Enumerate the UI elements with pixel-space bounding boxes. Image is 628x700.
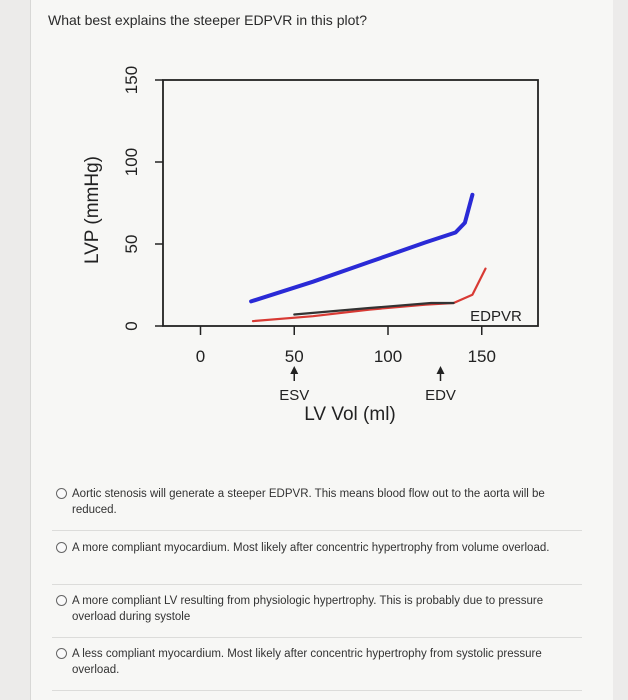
y-axis-ticks: 150 100 50 0: [122, 66, 163, 331]
series-line-3: [293, 301, 455, 316]
answer-option-4-text: A less compliant myocardium. Most likely…: [72, 648, 542, 676]
answer-option-1[interactable]: Aortic stenosis will generate a steeper …: [52, 486, 582, 518]
answer-option-3-text: A more compliant LV resulting from physi…: [72, 595, 544, 623]
pv-loop-chart: 150 100 50 0 0 50 100 150 ESV EDV LVP (mmHg) LV…: [82, 66, 539, 425]
question-card: [30, 0, 613, 700]
edpvr-curve-label: EDPVR: [470, 308, 522, 325]
x-axis-ticks: 0 50 100 150: [196, 326, 496, 366]
plot-frame: [162, 79, 539, 327]
radio-button-option-4[interactable]: [56, 648, 67, 659]
series-line-1: [249, 192, 475, 304]
volume-markers: ESV EDV: [279, 366, 456, 404]
x-axis-label: LV Vol (ml): [304, 404, 396, 425]
radio-button-option-3[interactable]: [56, 595, 67, 606]
series-lines: [249, 192, 487, 323]
radio-button-option-1[interactable]: [56, 488, 67, 499]
answer-option-2[interactable]: A more compliant myocardium. Most likely…: [52, 540, 582, 556]
option-divider: [52, 584, 582, 585]
option-divider: [52, 637, 582, 638]
y-axis-label: LVP (mmHg): [82, 156, 103, 264]
y-tick-label: 100: [122, 148, 141, 176]
marker-label-esv: ESV: [279, 387, 309, 404]
option-divider: [52, 690, 582, 691]
series-line-2: [251, 267, 487, 323]
marker-arrow-head: [290, 366, 299, 374]
answer-option-4[interactable]: A less compliant myocardium. Most likely…: [52, 646, 582, 678]
x-tick-label: 50: [285, 347, 304, 366]
y-tick-label: 50: [122, 235, 141, 254]
answer-option-1-text: Aortic stenosis will generate a steeper …: [72, 488, 545, 516]
marker-label-edv: EDV: [425, 387, 456, 404]
y-tick-label: 150: [122, 66, 141, 94]
radio-button-option-2[interactable]: [56, 542, 67, 553]
marker-arrow-head: [436, 366, 445, 374]
x-tick-label: 0: [196, 347, 205, 366]
x-tick-label: 150: [468, 347, 496, 366]
question-text: What best explains the steeper EDPVR in …: [48, 12, 368, 28]
answer-option-3[interactable]: A more compliant LV resulting from physi…: [52, 593, 582, 625]
y-tick-label: 0: [122, 321, 141, 330]
x-tick-label: 100: [374, 347, 402, 366]
answer-option-2-text: A more compliant myocardium. Most likely…: [72, 542, 550, 554]
option-divider: [52, 530, 582, 531]
